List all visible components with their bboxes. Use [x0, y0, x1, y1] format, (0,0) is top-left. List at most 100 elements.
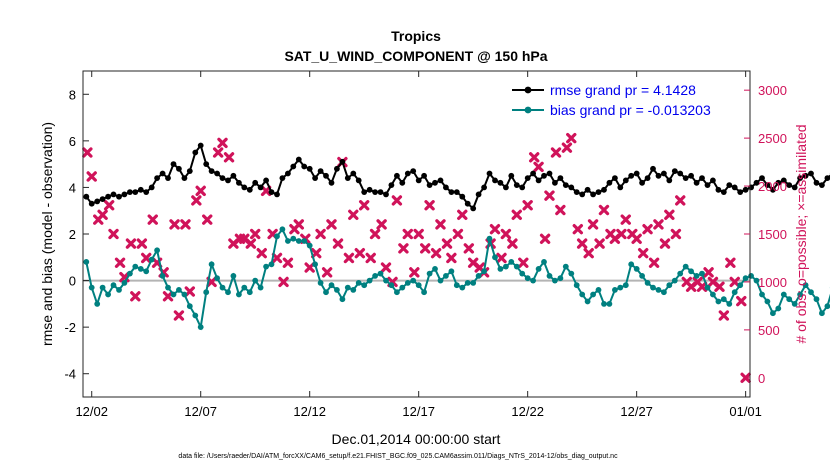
rmse-point [459, 193, 466, 200]
rmse-point [105, 193, 111, 200]
rmse-point [399, 179, 406, 186]
rmse-point [486, 170, 493, 177]
obs-count-marker [212, 147, 224, 158]
rmse-point [208, 168, 215, 175]
rmse-point [437, 177, 444, 184]
bias-point [372, 273, 378, 279]
rmse-point [639, 179, 645, 186]
bias-point [617, 284, 624, 291]
rmse-point [132, 189, 139, 196]
bias-point [590, 291, 596, 298]
rmse-point [415, 177, 422, 184]
y-left-tick-label: 0 [69, 274, 76, 289]
rmse-point [524, 175, 531, 182]
obs-count-marker [147, 214, 158, 225]
obs-count-marker [598, 204, 610, 216]
obs-count-marker [637, 247, 649, 259]
bias-point [595, 287, 602, 293]
rmse-point [453, 189, 460, 196]
bias-point [197, 324, 204, 330]
obs-count-marker [518, 257, 529, 268]
obs-count-marker [108, 228, 119, 240]
rmse-point [388, 182, 395, 189]
rmse-point [595, 189, 602, 196]
bias-point [236, 291, 242, 298]
bias-point [361, 282, 368, 289]
obs-count-marker [413, 228, 424, 240]
bias-point [432, 266, 438, 272]
obs-count-marker [576, 238, 588, 249]
x-tick-label: 12/22 [511, 404, 544, 419]
obs-count-marker [594, 238, 605, 249]
y-axis-left: -4 -2 0 2 4 6 8 [64, 87, 89, 382]
obs-count-marker [169, 219, 180, 230]
obs-count-marker [136, 238, 148, 249]
rmse-point [503, 184, 509, 191]
rmse-point [355, 177, 362, 184]
rmse-point [682, 175, 689, 182]
bias-point [464, 280, 471, 286]
rmse-point [143, 189, 150, 196]
chart-title: Tropics [391, 28, 441, 44]
bias-point [339, 296, 346, 303]
bias-point [219, 284, 226, 291]
rmse-point [808, 170, 814, 177]
rmse-point [383, 191, 389, 198]
bias-point [443, 273, 449, 279]
bias-point [524, 275, 531, 282]
bias-point [791, 301, 798, 307]
bias-point [475, 273, 482, 279]
obs-count-marker [550, 147, 562, 158]
rmse-point [432, 179, 438, 186]
bias-point [486, 235, 493, 242]
y-right-tick-label: 0 [758, 371, 765, 386]
bias-point [797, 291, 803, 298]
bias-point [824, 303, 830, 310]
obs-count-marker [631, 233, 642, 244]
rmse-point [644, 175, 651, 182]
bias-point [404, 280, 411, 286]
rmse-point [590, 191, 596, 198]
rmse-point [584, 186, 591, 193]
rmse-point [617, 184, 624, 191]
bias-point [285, 238, 291, 244]
obs-count-marker [256, 247, 267, 259]
rmse-point [241, 184, 248, 191]
y-right-tick-label: 500 [758, 323, 780, 338]
bias-point [633, 266, 640, 272]
obs-count-marker [529, 152, 540, 163]
rmse-point [219, 175, 226, 182]
bias-point [301, 238, 308, 244]
bias-point [808, 289, 814, 296]
y-right-tick-label: 1000 [758, 275, 787, 290]
obs-count-marker [97, 209, 108, 221]
rmse-point [290, 163, 297, 170]
rmse-point [137, 186, 144, 193]
rmse-point [612, 175, 618, 182]
rmse-point [285, 170, 291, 177]
legend-bias-marker [524, 106, 532, 114]
bias-point [252, 277, 259, 284]
bias-point [126, 270, 133, 277]
bias-point [344, 284, 351, 291]
rmse-point [236, 179, 242, 186]
rmse-point [791, 184, 798, 191]
bias-point [535, 266, 542, 272]
bias-point [770, 310, 776, 317]
bias-point [366, 277, 373, 284]
rmse-point [622, 177, 629, 184]
obs-count-marker [457, 209, 468, 221]
bias-point [388, 282, 395, 289]
rmse-point [661, 170, 667, 177]
bias-point [121, 280, 128, 286]
bias-point [290, 235, 297, 242]
legend-rmse-marker [524, 86, 532, 94]
obs-count-marker [162, 291, 174, 302]
bias-point [159, 273, 166, 279]
bias-point [230, 273, 237, 279]
rmse-point [492, 177, 498, 184]
obs-count-marker [675, 195, 686, 206]
rmse-point [770, 186, 776, 193]
rmse-point [230, 172, 237, 179]
bias-point [306, 242, 313, 249]
